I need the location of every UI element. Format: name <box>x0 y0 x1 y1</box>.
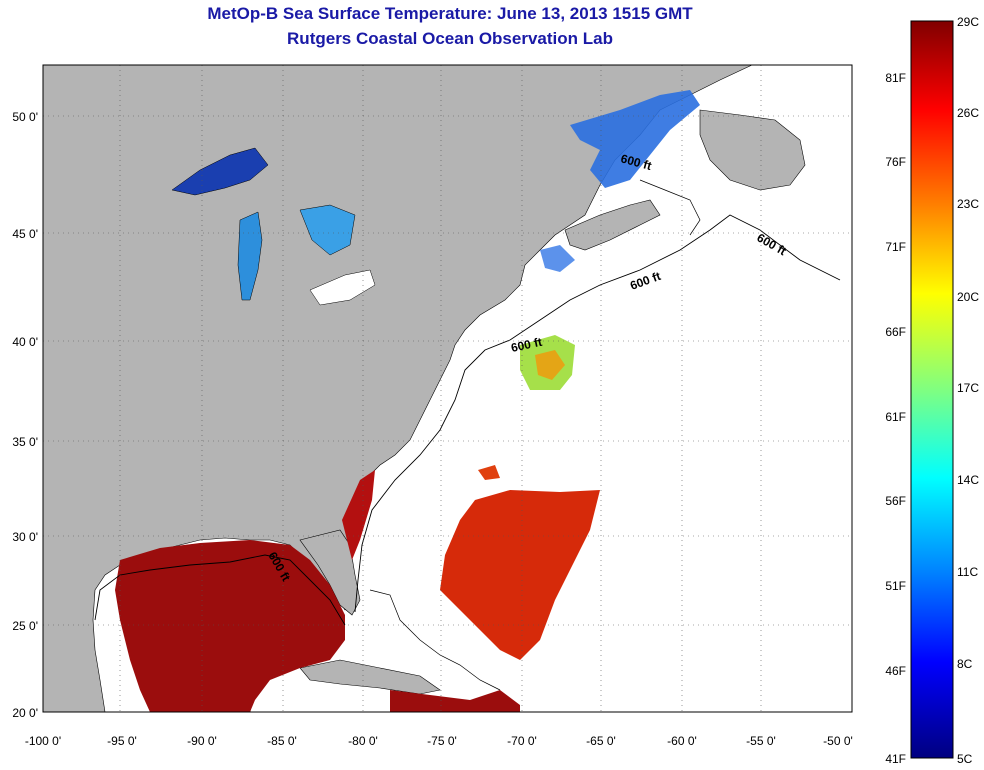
lat-tick-label: 40 0' <box>12 335 38 349</box>
colorbar-c-label: 29C <box>957 15 979 29</box>
map-frame <box>42 64 853 713</box>
lat-tick-label: 20 0' <box>12 706 38 720</box>
lat-tick-label: 30 0' <box>12 530 38 544</box>
colorbar-f-label: 56F <box>885 494 906 508</box>
colorbar-f-label: 46F <box>885 664 906 678</box>
lat-tick-label: 50 0' <box>12 110 38 124</box>
contour-label: 600 ft <box>510 335 544 355</box>
lat-tick-label: 45 0' <box>12 227 38 241</box>
lon-tick-label: -65 0' <box>586 734 616 748</box>
colorbar-f-label: 61F <box>885 410 906 424</box>
lon-tick-label: -75 0' <box>427 734 457 748</box>
land-florida <box>299 529 361 616</box>
colorbar-c-label: 5C <box>957 752 973 766</box>
isobath-line-gulf <box>94 554 346 626</box>
lon-tick-label: -55 0' <box>746 734 776 748</box>
longitude-axis: -100 0' -95 0' -90 0' -85 0' -80 0' -75 … <box>25 734 853 748</box>
sst-gulf-st-lawrence <box>570 90 700 188</box>
lon-tick-label: -60 0' <box>667 734 697 748</box>
lon-tick-label: -50 0' <box>823 734 853 748</box>
colorbar-c-label: 17C <box>957 381 979 395</box>
sst-atlantic-warm <box>440 490 600 660</box>
lon-tick-label: -80 0' <box>348 734 378 748</box>
lake-huron <box>299 204 356 256</box>
sst-warm-patch-core <box>535 350 565 380</box>
lake-michigan <box>237 211 263 301</box>
colorbar-f-label: 71F <box>885 240 906 254</box>
isobath-line-newfoundland <box>639 179 701 236</box>
colorbar-celsius-labels: 29C 26C 23C 20C 17C 14C 11C 8C 5C <box>957 15 979 766</box>
colorbar-c-label: 26C <box>957 106 979 120</box>
isobath-line-atlantic <box>354 214 841 613</box>
colorbar-f-label: 81F <box>885 71 906 85</box>
colorbar-f-label: 66F <box>885 325 906 339</box>
colorbar-fahrenheit-labels: 81F 76F 71F 66F 61F 56F 51F 46F 41F <box>885 71 906 766</box>
colorbar-c-label: 11C <box>957 565 978 579</box>
latitude-axis: 50 0' 45 0' 40 0' 35 0' 30 0' 25 0' 20 0… <box>12 110 38 720</box>
isobath-line-bahamas <box>369 589 501 691</box>
colorbar-c-label: 23C <box>957 197 979 211</box>
colorbar-f-label: 51F <box>885 579 906 593</box>
sst-caribbean <box>390 690 520 712</box>
colorbar-c-label: 20C <box>957 290 979 304</box>
land-nova-scotia <box>564 199 661 251</box>
sst-atlantic-north-patch <box>478 465 500 480</box>
land-cuba <box>299 659 441 695</box>
lat-tick-label: 35 0' <box>12 435 38 449</box>
colorbar-c-label: 8C <box>957 657 973 671</box>
lat-tick-label: 25 0' <box>12 619 38 633</box>
lake-superior <box>171 147 269 196</box>
colorbar <box>910 20 954 759</box>
lon-tick-label: -70 0' <box>507 734 537 748</box>
lon-tick-label: -85 0' <box>267 734 297 748</box>
colorbar-f-label: 76F <box>885 155 906 169</box>
map-subtitle: Rutgers Coastal Ocean Observation Lab <box>287 29 613 48</box>
colorbar-c-label: 14C <box>957 473 979 487</box>
lake-erie-ontario <box>309 269 376 306</box>
map-title: MetOp-B Sea Surface Temperature: June 13… <box>207 4 693 23</box>
lon-tick-label: -100 0' <box>25 734 61 748</box>
land-newfoundland <box>699 109 806 191</box>
colorbar-f-label: 41F <box>885 752 906 766</box>
lon-tick-label: -90 0' <box>187 734 217 748</box>
sst-gulf-maine <box>540 245 575 272</box>
lon-tick-label: -95 0' <box>107 734 137 748</box>
sst-gulf-stream <box>342 470 375 560</box>
sst-gulf-of-mexico <box>115 540 345 712</box>
